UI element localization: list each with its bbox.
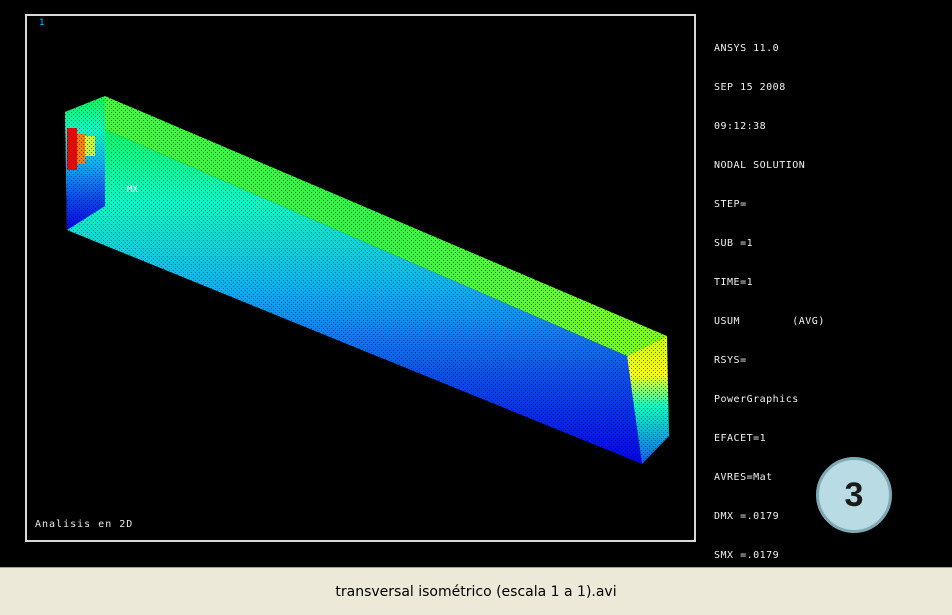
- legend-line: USUM (AVG): [714, 316, 825, 327]
- legend-line: PowerGraphics: [714, 394, 799, 405]
- legend-line: ANSYS 11.0: [714, 43, 780, 54]
- slide-number: 3: [844, 475, 864, 514]
- video-filename: transversal isométrico (escala 1 a 1).av…: [335, 583, 617, 600]
- legend-line: DMX =.0179: [714, 511, 780, 522]
- legend-line: 09:12:38: [714, 121, 767, 132]
- solution-legend: ANSYS 11.0 SEP 15 2008 09:12:38 NODAL SO…: [714, 16, 944, 588]
- graphics-viewport[interactable]: 1: [25, 14, 696, 542]
- legend-line: AVRES=Mat: [714, 472, 773, 483]
- status-bar: transversal isométrico (escala 1 a 1).av…: [0, 567, 952, 615]
- legend-line: SEP 15 2008: [714, 82, 786, 93]
- analysis-label: Analisis en 2D: [35, 519, 134, 530]
- legend-line: SUB =1: [714, 238, 754, 249]
- beam-contour-plot: MX: [65, 96, 669, 464]
- legend-line: NODAL SOLUTION: [714, 160, 806, 171]
- legend-line: SMX =.0179: [714, 550, 780, 561]
- legend-line: RSYS=: [714, 355, 747, 366]
- legend-line: EFACET=1: [714, 433, 767, 444]
- animation-frame: 1: [0, 0, 952, 567]
- legend-line: TIME=1: [714, 277, 754, 288]
- window-number: 1: [39, 18, 45, 28]
- slide-number-badge: 3: [816, 457, 892, 533]
- legend-line: STEP=: [714, 199, 747, 210]
- svg-text:MX: MX: [127, 185, 138, 195]
